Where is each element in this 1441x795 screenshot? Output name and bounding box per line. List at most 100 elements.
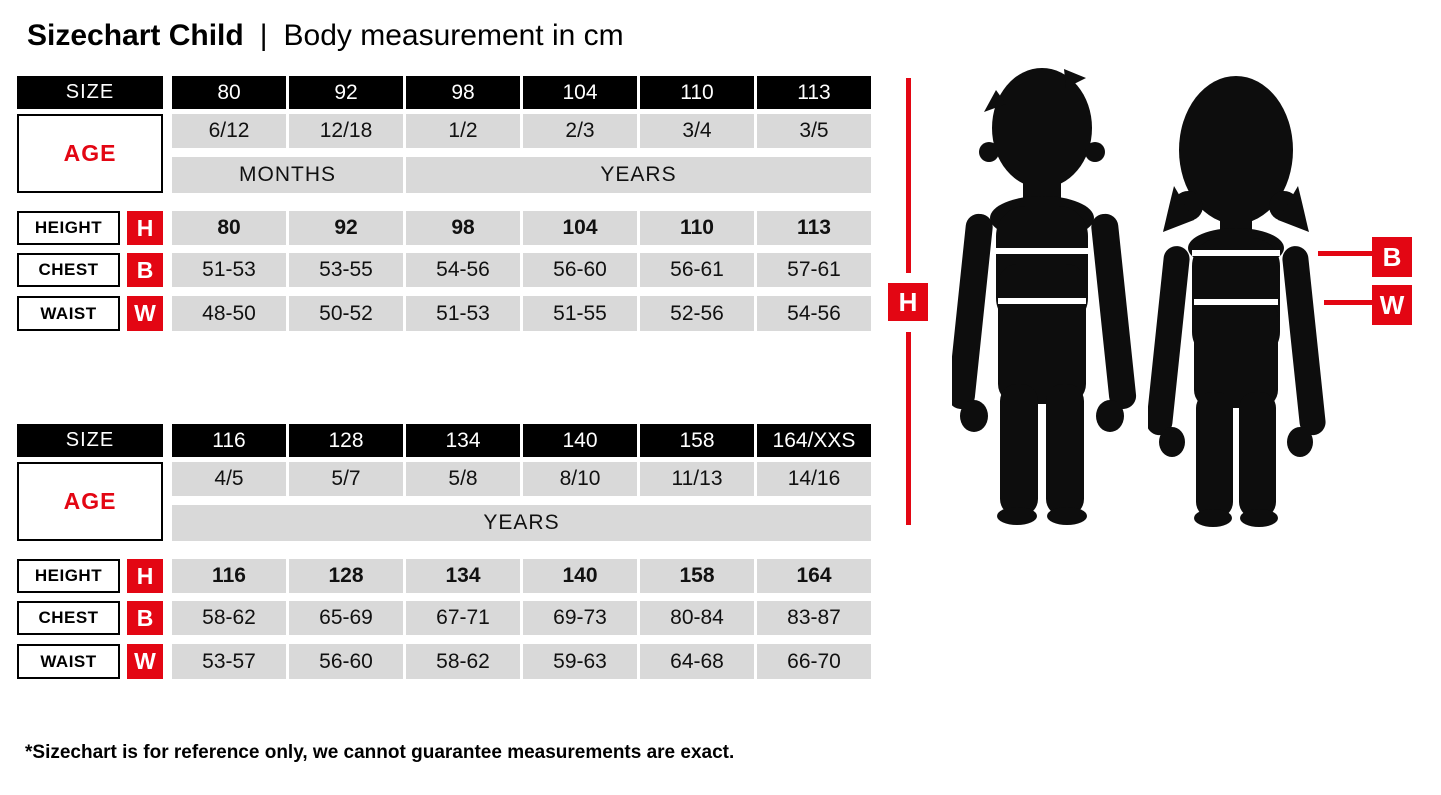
chest-cell: 67-71	[406, 601, 520, 635]
chest-pointer-line	[1318, 251, 1372, 256]
chest-cell: 57-61	[757, 253, 871, 287]
chest-label: CHEST	[17, 601, 120, 635]
chest-cell: 83-87	[757, 601, 871, 635]
height-cell: 134	[406, 559, 520, 593]
height-cell: 158	[640, 559, 754, 593]
boy-chest-line	[996, 248, 1088, 254]
chest-cell: 58-62	[172, 601, 286, 635]
height-cell: 113	[757, 211, 871, 245]
height-measure-line-bottom	[906, 332, 911, 525]
size-cell: 116	[172, 424, 286, 457]
size-cell: 158	[640, 424, 754, 457]
size-header-label: SIZE	[17, 76, 163, 109]
size-cell: 92	[289, 76, 403, 109]
chest-cell: 53-55	[289, 253, 403, 287]
size-row: SIZE 116 128 134 140 158 164/XXS	[17, 424, 871, 457]
waist-cell: 54-56	[757, 296, 871, 331]
size-cell: 164/XXS	[757, 424, 871, 457]
waist-w-marker: W	[1372, 285, 1412, 325]
age-unit-cell: MONTHS	[172, 157, 403, 193]
chest-b-badge: B	[127, 601, 163, 635]
waist-cell: 56-60	[289, 644, 403, 679]
title-separator: |	[259, 19, 268, 52]
height-cell: 104	[523, 211, 637, 245]
title-main: Sizechart Child	[27, 19, 244, 52]
page-title: Sizechart Child | Body measurement in cm	[27, 18, 624, 54]
height-cell: 140	[523, 559, 637, 593]
age-header-label: AGE	[17, 462, 163, 541]
age-cell: 8/10	[523, 462, 637, 496]
disclaimer-footnote: *Sizechart is for reference only, we can…	[25, 742, 735, 763]
waist-label: WAIST	[17, 296, 120, 331]
age-cell: 5/7	[289, 462, 403, 496]
waist-cell: 66-70	[757, 644, 871, 679]
title-subtitle: Body measurement in cm	[283, 19, 624, 52]
height-cell: 164	[757, 559, 871, 593]
age-cell: 4/5	[172, 462, 286, 496]
chest-row: CHEST B 51-53 53-55 54-56 56-60 56-61 57-61	[17, 253, 871, 287]
waist-cell: 64-68	[640, 644, 754, 679]
age-unit-row: YEARS	[17, 505, 871, 541]
height-row: HEIGHT H 80 92 98 104 110 113	[17, 211, 871, 245]
height-h-badge: H	[127, 559, 163, 593]
chest-label: CHEST	[17, 253, 120, 287]
size-cell: 140	[523, 424, 637, 457]
age-cell: 14/16	[757, 462, 871, 496]
waist-pointer-line	[1324, 300, 1372, 305]
size-row: SIZE 80 92 98 104 110 113	[17, 76, 871, 109]
size-header-label: SIZE	[17, 424, 163, 457]
age-cell: 11/13	[640, 462, 754, 496]
age-cell: 3/5	[757, 114, 871, 148]
height-row: HEIGHT H 116 128 134 140 158 164	[17, 559, 871, 593]
age-unit-cell: YEARS	[172, 505, 871, 541]
chest-b-marker: B	[1372, 237, 1412, 277]
chest-cell: 80-84	[640, 601, 754, 635]
waist-cell: 48-50	[172, 296, 286, 331]
waist-row: WAIST W 53-57 56-60 58-62 59-63 64-68 66-70	[17, 644, 871, 679]
waist-cell: 52-56	[640, 296, 754, 331]
size-cell: 110	[640, 76, 754, 109]
size-cell: 98	[406, 76, 520, 109]
waist-cell: 58-62	[406, 644, 520, 679]
age-row: 6/12 12/18 1/2 2/3 3/4 3/5	[17, 114, 871, 148]
age-cell: 6/12	[172, 114, 286, 148]
height-cell: 116	[172, 559, 286, 593]
size-cell: 113	[757, 76, 871, 109]
height-cell: 110	[640, 211, 754, 245]
chest-row: CHEST B 58-62 65-69 67-71 69-73 80-84 83-87	[17, 601, 871, 635]
chest-cell: 54-56	[406, 253, 520, 287]
size-cell: 104	[523, 76, 637, 109]
waist-w-badge: W	[127, 296, 163, 331]
chest-cell: 51-53	[172, 253, 286, 287]
waist-row: WAIST W 48-50 50-52 51-53 51-55 52-56 54-56	[17, 296, 871, 331]
height-cell: 80	[172, 211, 286, 245]
height-cell: 128	[289, 559, 403, 593]
sizechart-table-small: SIZE 80 92 98 104 110 113 6/12 12/18 1/2 2/3 3/4 3…	[17, 76, 871, 331]
height-cell: 98	[406, 211, 520, 245]
height-cell: 92	[289, 211, 403, 245]
waist-label: WAIST	[17, 644, 120, 679]
girl-waist-line	[1194, 299, 1278, 305]
age-cell: 12/18	[289, 114, 403, 148]
height-h-badge: H	[127, 211, 163, 245]
waist-w-badge: W	[127, 644, 163, 679]
age-cell: 3/4	[640, 114, 754, 148]
age-unit-cell: YEARS	[406, 157, 871, 193]
age-cell: 5/8	[406, 462, 520, 496]
size-cell: 128	[289, 424, 403, 457]
waist-cell: 51-55	[523, 296, 637, 331]
waist-cell: 59-63	[523, 644, 637, 679]
waist-cell: 51-53	[406, 296, 520, 331]
height-label: HEIGHT	[17, 211, 120, 245]
age-cell: 2/3	[523, 114, 637, 148]
size-cell: 134	[406, 424, 520, 457]
sizechart-table-large: SIZE 116 128 134 140 158 164/XXS 4/5 5/7 5/8 8/1…	[17, 424, 871, 679]
height-label: HEIGHT	[17, 559, 120, 593]
size-cell: 80	[172, 76, 286, 109]
age-unit-row: MONTHS YEARS	[17, 157, 871, 193]
age-row: 4/5 5/7 5/8 8/10 11/13 14/16	[17, 462, 871, 496]
girl-silhouette-icon	[1148, 76, 1326, 527]
waist-cell: 50-52	[289, 296, 403, 331]
height-measure-line-top	[906, 78, 911, 273]
